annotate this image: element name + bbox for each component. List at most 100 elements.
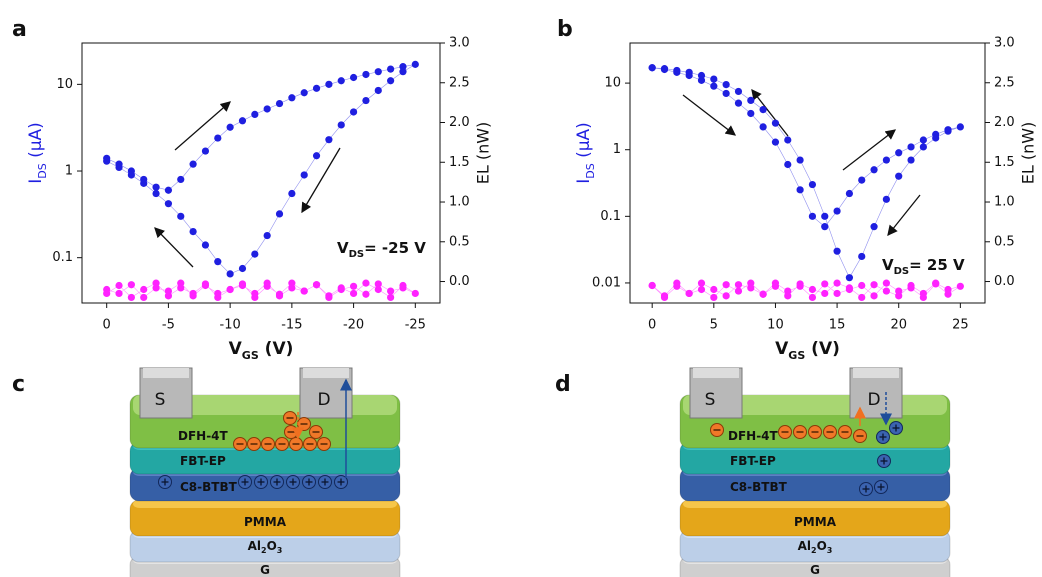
y-axis-label-part: DS [584, 163, 597, 178]
data-point [771, 138, 780, 146]
data-point [722, 292, 730, 300]
data-point [895, 287, 903, 295]
data-point [734, 87, 743, 96]
y-axis-label: IDS (μA) [26, 122, 49, 184]
data-point [140, 285, 148, 294]
y2-tick-label: 3.0 [449, 36, 470, 51]
x-tick-label: 0 [648, 318, 656, 333]
data-point [189, 227, 197, 236]
electrode-top [693, 368, 739, 378]
layer-label-part: 2 [261, 546, 267, 555]
data-point [648, 281, 656, 290]
data-point [349, 73, 358, 82]
data-point [870, 281, 878, 289]
layer-label: G [810, 563, 820, 577]
data-point [747, 109, 755, 118]
data-point [673, 66, 681, 75]
data-point [907, 156, 915, 164]
data-point [808, 180, 817, 189]
data-point [845, 274, 854, 282]
data-point [164, 287, 173, 295]
data-point [845, 285, 854, 294]
layer-label: G [260, 563, 270, 577]
x-axis-label: VGS (V) [229, 339, 294, 362]
x-axis-label-part: GS [788, 349, 805, 362]
x-tick-label: 5 [710, 318, 718, 333]
data-point [214, 258, 222, 266]
data-point [399, 68, 407, 76]
x-tick-label: -5 [162, 318, 175, 333]
data-point [387, 293, 395, 302]
data-point [263, 105, 271, 113]
layer-label-part: C8-BTBT [180, 480, 238, 494]
data-point [747, 284, 755, 292]
x-tick-label: 10 [767, 318, 784, 333]
y2-tick-label: 2.0 [449, 115, 470, 130]
data-point [907, 284, 915, 292]
data-point [362, 290, 370, 298]
data-point [710, 82, 718, 90]
layer-label: DFH-4T [178, 429, 229, 443]
data-point [895, 172, 903, 180]
layer-label-part: Al [798, 539, 811, 553]
data-point [858, 293, 866, 302]
x-axis-label-part: V [775, 339, 789, 359]
data-point [697, 285, 706, 294]
y2-axis-label: EL (nW) [474, 122, 493, 185]
annotation: VDS= 25 V [882, 256, 965, 277]
data-point [238, 280, 247, 288]
data-point [648, 64, 656, 72]
data-point [919, 143, 927, 151]
data-point [214, 289, 222, 298]
layer-label-part: O [267, 539, 277, 553]
y-tick-label: 1 [65, 164, 73, 179]
data-point [697, 71, 706, 80]
data-point [685, 68, 693, 76]
layer-label-part: C8-BTBT [730, 480, 788, 494]
panel-label: a [12, 17, 27, 42]
electrode-top [853, 368, 899, 378]
data-point [660, 293, 669, 302]
layer-label: PMMA [794, 515, 837, 529]
data-point [127, 293, 135, 302]
data-point [734, 287, 743, 295]
layer-label: Al2O3 [798, 539, 833, 556]
data-point [300, 171, 308, 179]
data-point [870, 223, 878, 231]
data-point [103, 157, 111, 165]
electrode-label: D [317, 390, 330, 410]
y2-tick-label: 2.0 [994, 115, 1015, 130]
y-axis-label-part: (μA) [26, 122, 46, 163]
data-point [325, 136, 333, 144]
data-point [882, 287, 890, 295]
data-point [127, 281, 135, 289]
data-point [115, 163, 123, 172]
data-point [152, 284, 160, 292]
y-tick-label: 0.1 [600, 209, 621, 224]
electrode-label: S [705, 390, 716, 410]
data-point [337, 284, 345, 292]
data-point [710, 293, 718, 302]
y-axis-label: IDS (μA) [574, 122, 597, 184]
data-point [673, 282, 681, 290]
y2-tick-label: 1.5 [994, 155, 1015, 170]
x-tick-label: -25 [405, 318, 426, 333]
data-point [189, 160, 197, 168]
layer-label: FBT-EP [730, 454, 776, 468]
x-axis-label-part: GS [242, 349, 259, 362]
data-point [387, 287, 395, 295]
data-point [734, 99, 743, 107]
data-point [895, 149, 903, 157]
data-point [251, 250, 259, 258]
data-point [300, 287, 308, 295]
electrode-top [143, 368, 189, 378]
data-point [784, 287, 792, 295]
data-point [177, 212, 185, 220]
data-point [660, 65, 669, 73]
y2-tick-label: 2.5 [994, 75, 1015, 90]
data-point [127, 171, 135, 179]
data-point [697, 279, 706, 287]
data-point [115, 281, 123, 290]
data-point [387, 77, 395, 85]
